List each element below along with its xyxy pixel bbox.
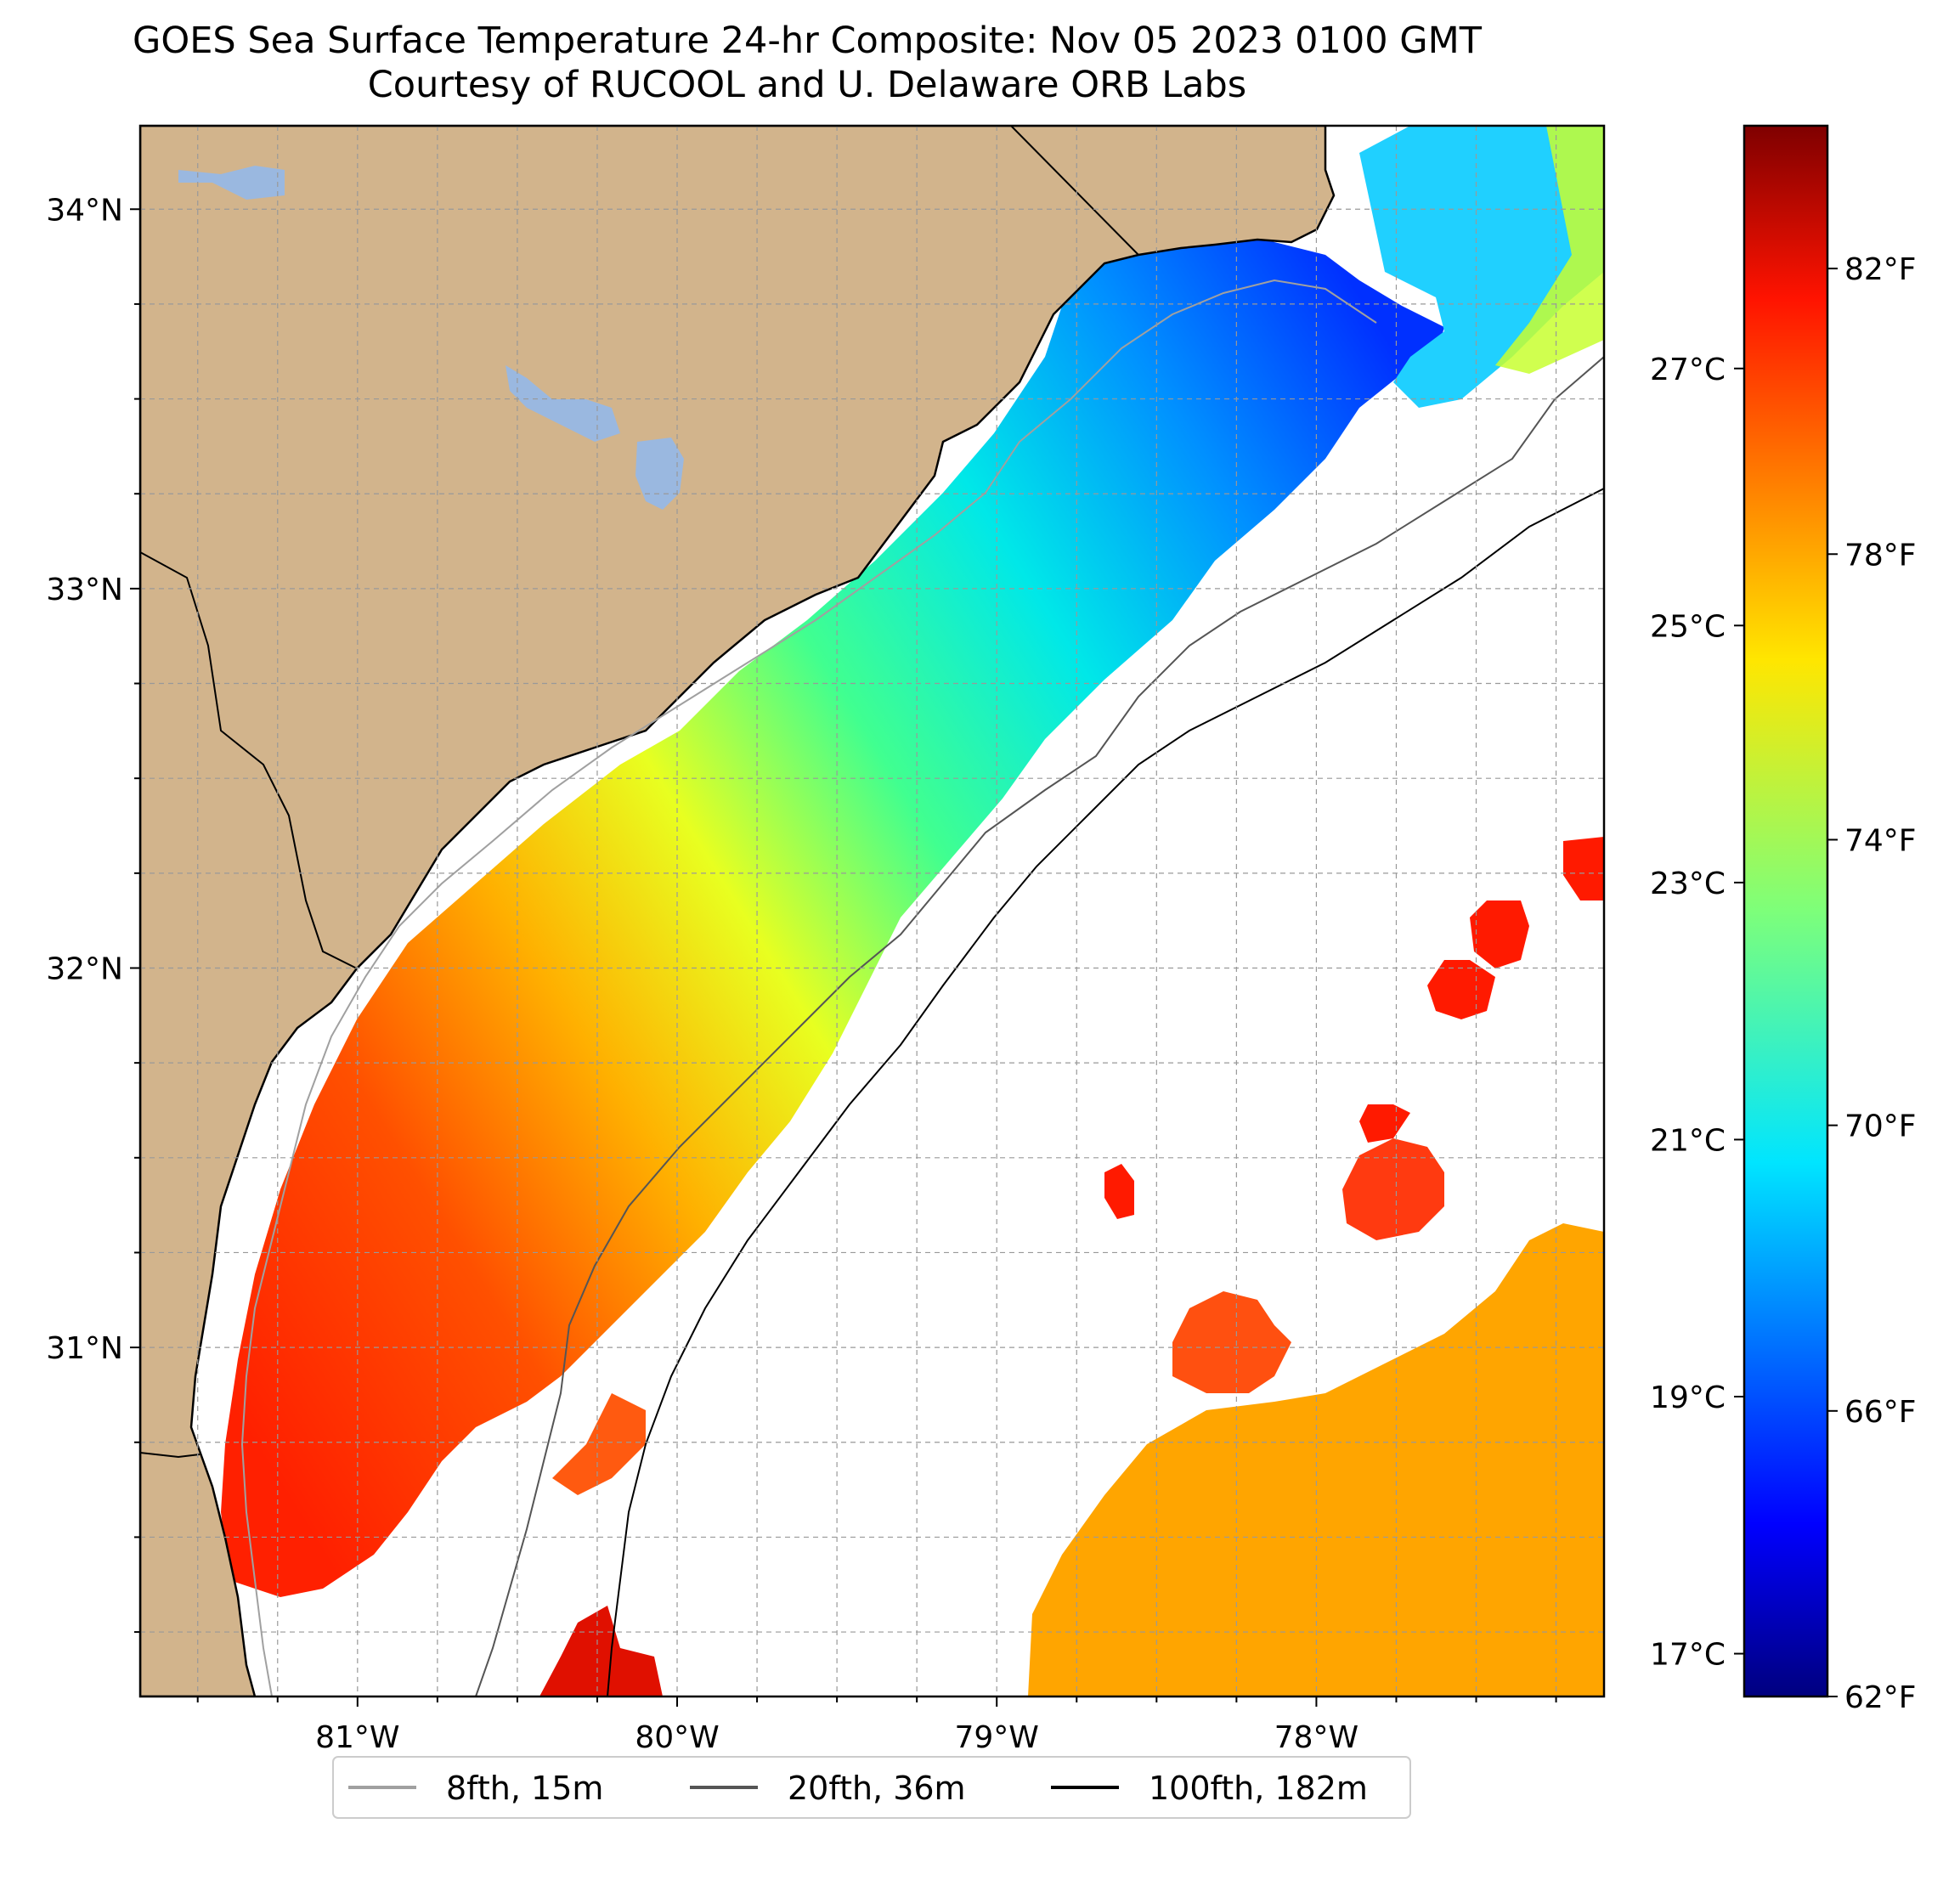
sst-patch-red-5 (1563, 837, 1604, 900)
sst-patch-red-1 (1342, 1138, 1444, 1240)
colorbar-c-tick-label: 21°C (1650, 1123, 1726, 1158)
latitude-tick-label: 31°N (46, 1331, 123, 1366)
colorbar (1743, 124, 1829, 1698)
longitude-tick-label: 81°W (315, 1720, 399, 1755)
longitude-tick-label: 79°W (955, 1720, 1039, 1755)
legend-label-36m: 20fth, 36m (788, 1770, 966, 1807)
lake-marion (506, 365, 620, 442)
longitude-axis: 81°W 80°W 79°W 78°W (315, 1720, 1358, 1755)
sst-coastal-band (221, 225, 1444, 1597)
latitude-tick-label: 34°N (46, 193, 123, 228)
colorbar-c-tick-label: 25°C (1650, 609, 1726, 644)
legend-box (332, 1756, 1411, 1819)
state-border-ga-fl (140, 1452, 201, 1459)
sst-patch-orange-1 (1172, 1291, 1291, 1393)
map-title: GOES Sea Surface Temperature 24-hr Compo… (0, 19, 1614, 107)
state-border-nc-sc (1010, 126, 1139, 256)
sst-patch-south-orange (552, 1393, 646, 1495)
latitude-tick-label: 33°N (46, 573, 123, 607)
colorbar-f-tick-label: 62°F (1844, 1680, 1917, 1715)
sst-patch-red-4 (1470, 900, 1529, 968)
map-frame (138, 124, 1606, 1698)
colorbar-f-tick-label: 66°F (1844, 1395, 1917, 1430)
map-content (140, 126, 1604, 1697)
isobath-182m (607, 488, 1604, 1697)
colorbar-c-tick-label: 23°C (1650, 867, 1726, 901)
longitude-tick-label: 78°W (1274, 1720, 1358, 1755)
colorbar-c-tick-label: 27°C (1650, 353, 1726, 387)
colorbar-c-tick-label: 17°C (1650, 1638, 1726, 1673)
colorbar-c-tick-label: 19°C (1650, 1380, 1726, 1415)
colorbar-f-tick-label: 82°F (1844, 252, 1917, 287)
lake-moultrie (635, 438, 684, 510)
colorbar-f-tick-label: 74°F (1844, 823, 1917, 858)
isobath-15m (240, 279, 1377, 1697)
gridlines (130, 126, 1604, 1707)
map-title-line-2: Courtesy of RUCOOL and U. Delaware ORB L… (367, 64, 1247, 106)
map-title-line-1: GOES Sea Surface Temperature 24-hr Compo… (133, 20, 1482, 62)
colorbar-celsius-axis: 17°C 19°C 21°C 23°C 25°C 27°C (1650, 353, 1744, 1673)
sst-patch-red-6 (1104, 1164, 1134, 1219)
legend-label-15m: 8fth, 15m (446, 1770, 603, 1807)
sst-offshore-south-warm (1028, 1223, 1604, 1697)
latitude-axis: 34°N 33°N 32°N 31°N (46, 193, 123, 1366)
state-border-sc-ga (140, 551, 358, 969)
colorbar-f-tick-label: 70°F (1844, 1109, 1917, 1144)
latitude-tick-label: 32°N (46, 951, 123, 986)
legend: 8fth, 15m 20fth, 36m 100fth, 182m (332, 1756, 1411, 1819)
sst-northeast-warm (1495, 126, 1604, 374)
sst-northeast-band (1359, 126, 1604, 408)
isobath-36m (475, 356, 1604, 1697)
legend-label-182m: 100fth, 182m (1149, 1770, 1368, 1807)
sst-patch-red-2 (1359, 1104, 1410, 1143)
land-mass (140, 126, 1336, 1697)
colorbar-fahrenheit-axis: 66°F 70°F 74°F 78°F 82°F 62°F (1827, 252, 1917, 1715)
colorbar-f-tick-label: 78°F (1844, 538, 1917, 573)
sst-patch-south-red (539, 1606, 663, 1697)
longitude-tick-label: 80°W (635, 1720, 719, 1755)
lake-northwest (178, 166, 285, 200)
sst-patch-red-3 (1427, 960, 1495, 1019)
